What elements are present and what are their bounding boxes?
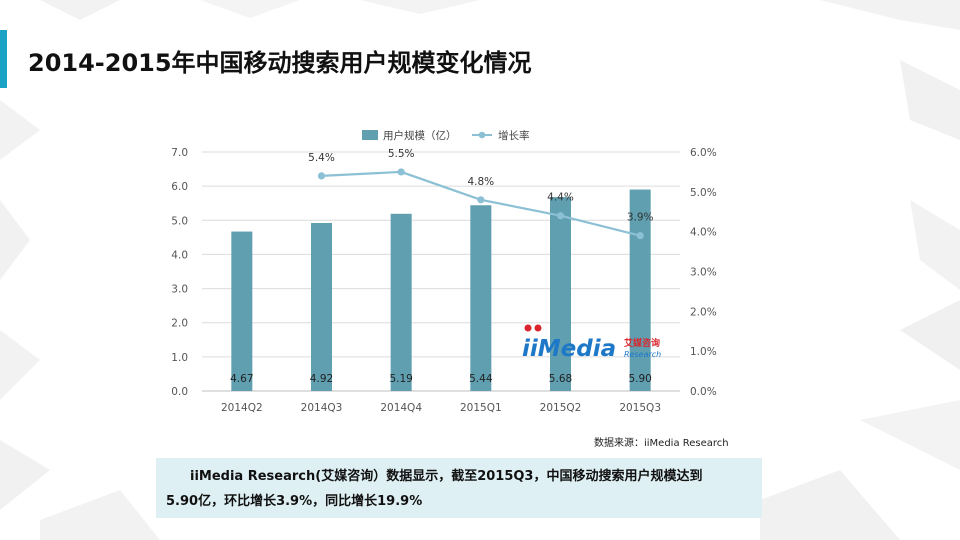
y-left-tick-label: 6.0 xyxy=(171,181,188,193)
y-right-tick-label: 2.0% xyxy=(690,306,717,318)
chart-legend: 用户规模（亿） 增长率 xyxy=(362,129,530,142)
growth-rate-point xyxy=(556,212,565,220)
bar-value-label: 5.19 xyxy=(389,373,412,385)
bar-value-label: 4.92 xyxy=(310,373,333,385)
chart-gridlines xyxy=(202,151,680,392)
legend-line-label: 增长率 xyxy=(498,129,530,142)
summary-box: iiMedia Research(艾媒咨询）数据显示，截至2015Q3，中国移动… xyxy=(156,458,762,518)
y-left-tick-label: 0.0 xyxy=(171,386,188,398)
y-right-tick-label: 6.0% xyxy=(690,147,717,159)
x-category-label: 2014Q4 xyxy=(380,402,422,414)
y-right-tick-label: 4.0% xyxy=(690,227,717,239)
legend-bar-swatch xyxy=(362,130,378,140)
data-source-note: 数据来源：iiMedia Research xyxy=(594,438,729,449)
watermark-logo: iiMedia xyxy=(522,336,616,362)
y-right-tick-label: 0.0% xyxy=(690,386,717,398)
watermark-dot-icon xyxy=(534,324,542,332)
y-left-tick-label: 1.0 xyxy=(171,352,188,364)
y-right-tick-label: 1.0% xyxy=(690,346,717,358)
growth-rate-label: 4.4% xyxy=(547,192,574,204)
bar-user-scale xyxy=(311,223,332,391)
growth-rate-point xyxy=(636,232,644,240)
summary-text-line1: iiMedia Research(艾媒咨询）数据显示，截至2015Q3，中国移动… xyxy=(190,469,703,484)
x-category-label: 2015Q1 xyxy=(460,402,502,414)
growth-rate-label: 3.9% xyxy=(627,212,654,224)
x-category-label: 2014Q2 xyxy=(221,402,263,414)
y-left-tick-label: 3.0 xyxy=(171,284,188,296)
watermark-dot-icon xyxy=(524,324,532,332)
watermark-en: Research xyxy=(624,350,661,359)
bar-value-label: 4.67 xyxy=(230,373,253,385)
growth-rate-label: 4.8% xyxy=(467,176,494,188)
y-left-tick-label: 2.0 xyxy=(171,318,188,330)
bar-user-scale xyxy=(390,213,412,391)
slide-title: 2014-2015年中国移动搜索用户规模变化情况 xyxy=(28,49,532,77)
legend-bar-label: 用户规模（亿） xyxy=(383,129,457,142)
bar-value-label: 5.44 xyxy=(469,373,493,385)
x-category-label: 2014Q3 xyxy=(301,402,343,414)
growth-rate-point xyxy=(397,168,405,176)
bar-value-label: 5.68 xyxy=(549,373,572,385)
bar-value-label: 5.90 xyxy=(628,373,651,385)
chart-axes: 0.0 1.0 2.0 3.0 4.0 5.0 6.0 7.0 0.0% 1.0% 2.0% 3.0%… xyxy=(171,147,716,414)
chart-growth-line: 5.4% 5.5% 4.8% 4.4% 3.9% xyxy=(308,148,654,240)
y-left-tick-label: 7.0 xyxy=(171,147,188,159)
x-category-label: 2015Q3 xyxy=(619,402,661,414)
y-left-tick-label: 4.0 xyxy=(171,249,188,261)
growth-rate-label: 5.4% xyxy=(308,152,335,164)
chart-bars: 4.67 4.92 5.19 5.44 5.68 5.90 xyxy=(230,189,652,391)
growth-rate-label: 5.5% xyxy=(388,148,415,160)
y-left-tick-label: 5.0 xyxy=(171,215,188,227)
y-right-tick-label: 3.0% xyxy=(690,267,717,279)
bar-user-scale xyxy=(470,205,492,391)
user-scale-chart: 4.67 4.92 5.19 5.44 5.68 5.90 5.4% 5.5% 4.8% 4.4… xyxy=(171,129,716,414)
watermark-cn: 艾媒咨询 xyxy=(624,337,660,349)
growth-rate-point xyxy=(477,196,485,204)
growth-rate-point xyxy=(317,172,326,180)
legend-line-marker xyxy=(478,131,486,139)
bar-user-scale xyxy=(629,189,651,391)
x-category-label: 2015Q2 xyxy=(540,402,582,414)
title-accent-bar xyxy=(0,30,7,88)
bar-user-scale xyxy=(550,197,571,391)
summary-text-line2: 5.90亿，环比增长3.9%，同比增长19.9% xyxy=(166,494,423,509)
bar-user-scale xyxy=(231,231,253,391)
y-right-tick-label: 5.0% xyxy=(690,187,717,199)
iimedia-watermark: iiMedia 艾媒咨询 Research xyxy=(522,324,661,362)
